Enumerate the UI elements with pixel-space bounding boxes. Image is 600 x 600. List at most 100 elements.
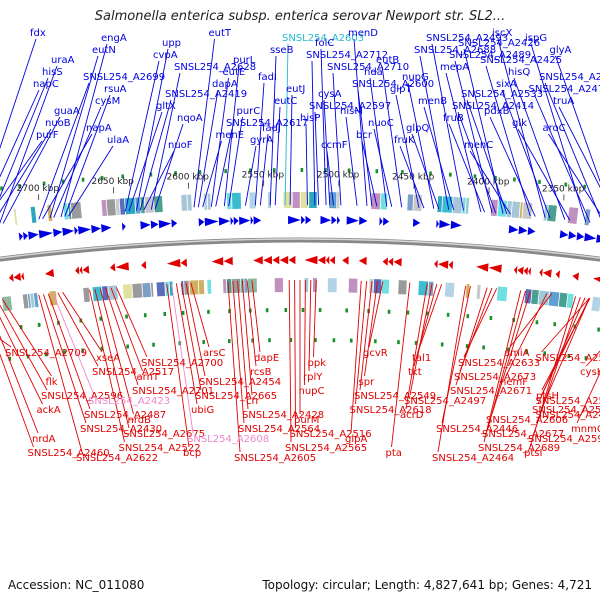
reverse-gene-arrow (44, 268, 55, 278)
feature-strip-block (83, 287, 91, 303)
forward-gene-label: hda (364, 67, 383, 78)
feature-strip-block (187, 194, 192, 211)
feature-strip-block (150, 282, 154, 297)
kbp-ticks: 2700 kbp 2650 kbp 2600 kbp 2550 kbp 2500 kbp… (17, 170, 585, 201)
gc-dot (449, 172, 452, 177)
reverse-gene-label: ppk (308, 358, 327, 369)
feature-strip-block (373, 279, 382, 294)
feature-strip-block (1, 296, 13, 312)
feature-strip-block (548, 291, 560, 307)
forward-gene-arrow (158, 219, 172, 229)
gc-dot (314, 338, 317, 343)
feature-strip-block (207, 279, 212, 294)
forward-callout-line (38, 82, 90, 220)
reverse-gene-arrow (358, 256, 367, 266)
reverse-gene-label: xseA (96, 353, 120, 364)
gc-dot (538, 179, 541, 184)
feature-strip-block (381, 279, 390, 294)
forward-gene-label: iscX (492, 28, 512, 39)
forward-gene-label: glpQ (406, 123, 429, 134)
feature-strip-block (226, 279, 232, 294)
reverse-gene-arrow (180, 258, 188, 267)
reverse-callout-line (0, 335, 39, 434)
forward-callout-line (311, 60, 316, 206)
forward-gene-arrow (218, 217, 231, 226)
forward-gene-label: gyrA (250, 135, 273, 146)
reverse-gene-arrow (523, 266, 529, 276)
forward-gene-label: SNSL254_A2712 (306, 50, 388, 61)
feature-strip-block (119, 198, 126, 215)
forward-gene-label: guaA (54, 106, 80, 117)
gc-dot (597, 327, 600, 332)
feature-strip-block (591, 296, 600, 312)
reverse-gene-arrow (82, 265, 90, 274)
gc-dot (227, 339, 231, 344)
reverse-gene-label: arnT (137, 372, 160, 383)
forward-callout-line (345, 116, 358, 206)
reverse-callout-line (533, 296, 581, 434)
forward-callout-line (485, 65, 531, 217)
gc-dot (489, 315, 493, 320)
gc-dot (473, 174, 477, 179)
feature-strip-block (207, 193, 211, 210)
feature-strip-block (101, 199, 108, 217)
gc-dot (37, 322, 41, 327)
forward-gene-arrow (383, 217, 390, 226)
gc-dot (535, 320, 539, 325)
feature-strip-block (476, 284, 481, 299)
reverse-callout-line (0, 353, 34, 448)
forward-gene-label: dapA (212, 79, 238, 90)
forward-gene-label: napC (33, 79, 59, 90)
reverse-gene-arrow (325, 255, 330, 265)
gc-dot (100, 176, 104, 181)
forward-callout-line (466, 99, 508, 215)
reverse-callout-line (0, 316, 43, 405)
reverse-gene-label: SNSL254_A2497 (404, 396, 486, 407)
reverse-gene-label: SNSL254_A2606 (486, 415, 568, 426)
forward-gene-arrow (346, 216, 359, 225)
forward-gene-label: purL (233, 55, 256, 66)
reverse-gene-label: SNSL254_A2701 (132, 386, 214, 397)
feature-strip-block (519, 202, 523, 219)
forward-callout-line (534, 94, 591, 223)
reverse-gene-arrow (211, 257, 224, 266)
kbp-tick-label: 2650 kbp (91, 177, 134, 187)
forward-callout-line (259, 133, 269, 206)
reverse-callout-line (405, 283, 428, 410)
reverse-gene-label: ptsI (524, 448, 542, 459)
forward-gene-label: ccmF (321, 140, 348, 151)
forward-gene-arrow (62, 227, 75, 237)
reverse-gene-label: SNSL254_A2622 (76, 453, 158, 464)
gc-dot (249, 168, 252, 173)
reverse-gene-arrow (488, 264, 502, 273)
reverse-gene-label: mnmC (571, 424, 600, 435)
feature-strip-block (153, 195, 163, 213)
forward-gene-label: SNSL254_A2688 (414, 45, 496, 56)
feature-strip-block (538, 290, 550, 306)
reverse-gene-label: crr (246, 396, 260, 407)
forward-gene-label: SNSL254_A2426 (458, 38, 540, 49)
forward-gene-arrow (584, 232, 597, 242)
gc-dot (251, 338, 254, 343)
reverse-gene-label: SNSL254_A2633 (458, 358, 540, 369)
gc-dot (584, 356, 588, 361)
feature-strip-block (531, 289, 539, 305)
reverse-callout-line (166, 283, 190, 448)
gc-dot (406, 310, 410, 315)
kbp-tick-label: 2450 kbp (392, 173, 435, 183)
forward-gene-label: SNSL254_A2414 (452, 101, 534, 112)
reverse-gene-label: ptsH (536, 391, 559, 402)
reverse-callout-line (409, 283, 433, 396)
forward-callout-line (305, 123, 308, 206)
reverse-callout-line (308, 280, 312, 372)
forward-gene-arrow (101, 224, 112, 233)
forward-gene-label: cysA (318, 89, 342, 100)
forward-gene-arrow (576, 231, 585, 241)
forward-gene-arrow (359, 216, 368, 225)
reverse-callout-line (413, 283, 438, 367)
reverse-callout-line (359, 281, 373, 391)
forward-gene-label: SNSL254_A2476 (539, 72, 600, 83)
reverse-callout-line (89, 289, 125, 443)
